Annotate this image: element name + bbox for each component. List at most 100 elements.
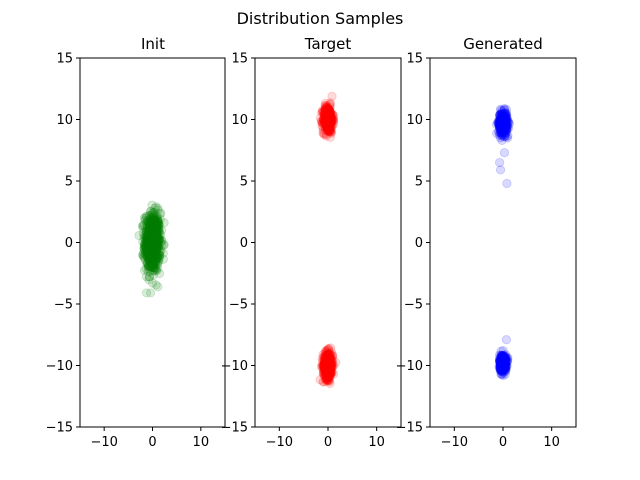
data-point: [142, 233, 152, 243]
data-point: [145, 240, 156, 250]
data-point: [159, 218, 169, 228]
y-tick-label: −10: [46, 359, 73, 374]
data-point: [324, 119, 335, 129]
data-point: [500, 131, 510, 141]
data-point: [497, 116, 507, 127]
data-point: [321, 112, 331, 123]
data-point: [322, 114, 332, 124]
data-point: [143, 255, 153, 265]
data-point: [324, 356, 334, 366]
data-point: [324, 119, 334, 129]
data-point: [324, 376, 334, 386]
data-point: [504, 118, 514, 128]
data-point: [150, 223, 160, 233]
data-point: [322, 113, 333, 123]
data-point: [325, 360, 335, 370]
data-point: [142, 224, 152, 234]
data-point: [323, 355, 333, 365]
data-point: [319, 370, 329, 380]
data-point: [499, 122, 510, 132]
data-point: [499, 122, 509, 133]
data-point: [324, 114, 334, 124]
data-point: [325, 113, 336, 124]
data-point: [147, 229, 158, 240]
data-point: [323, 120, 333, 130]
data-point: [323, 350, 333, 360]
data-point: [142, 246, 152, 256]
data-point: [322, 359, 332, 369]
data-point: [494, 128, 504, 138]
data-point: [149, 263, 159, 273]
data-point: [142, 234, 152, 244]
data-point: [147, 234, 157, 245]
data-point: [496, 115, 506, 125]
data-point: [321, 116, 331, 126]
figure-title: Distribution Samples: [237, 9, 404, 28]
data-point: [322, 367, 332, 377]
data-point: [145, 226, 155, 236]
data-point: [497, 116, 507, 126]
data-point: [321, 360, 331, 370]
data-point: [498, 110, 508, 120]
data-point: [322, 106, 332, 117]
data-point: [495, 117, 505, 127]
data-point: [323, 374, 333, 384]
data-point: [319, 358, 330, 368]
data-point: [498, 121, 508, 131]
data-point: [151, 224, 161, 234]
data-point: [146, 242, 156, 252]
data-point: [323, 348, 333, 358]
data-point: [497, 118, 507, 129]
data-point: [322, 112, 332, 123]
data-point: [152, 225, 162, 235]
data-point: [323, 365, 333, 376]
data-point: [499, 127, 509, 137]
data-point: [325, 358, 335, 368]
data-point: [325, 365, 335, 376]
data-point: [324, 111, 334, 121]
data-point: [151, 250, 161, 260]
data-point: [326, 118, 336, 128]
data-point: [152, 240, 162, 250]
data-point: [322, 110, 332, 120]
data-point: [320, 352, 331, 363]
data-point: [144, 255, 154, 265]
data-point: [501, 118, 511, 128]
data-point: [323, 106, 333, 116]
data-point: [150, 215, 161, 226]
data-point: [493, 118, 503, 128]
data-point: [148, 261, 158, 271]
data-point: [152, 250, 162, 260]
data-point: [499, 132, 509, 142]
data-point: [497, 124, 507, 134]
data-point: [321, 112, 331, 123]
data-point: [325, 112, 335, 122]
data-point: [324, 351, 334, 361]
data-point: [150, 238, 160, 248]
data-point: [137, 221, 148, 231]
data-point: [497, 116, 507, 126]
data-point: [498, 115, 508, 125]
data-point: [143, 234, 153, 244]
data-point: [148, 232, 159, 242]
data-point: [498, 110, 508, 120]
data-point: [321, 109, 331, 120]
data-point: [320, 113, 330, 123]
data-point: [150, 263, 161, 273]
data-point: [495, 116, 505, 126]
data-point: [150, 249, 161, 259]
data-point: [321, 369, 331, 380]
data-point: [150, 244, 160, 254]
data-point: [322, 122, 332, 133]
data-point: [146, 246, 157, 256]
data-point: [321, 129, 331, 140]
data-point: [153, 249, 164, 259]
data-point: [147, 230, 157, 241]
data-point: [143, 245, 153, 255]
data-point: [147, 253, 157, 264]
data-point: [325, 359, 335, 370]
data-point: [145, 243, 155, 253]
data-point: [144, 223, 154, 234]
data-point: [322, 364, 332, 374]
data-point: [325, 378, 335, 389]
